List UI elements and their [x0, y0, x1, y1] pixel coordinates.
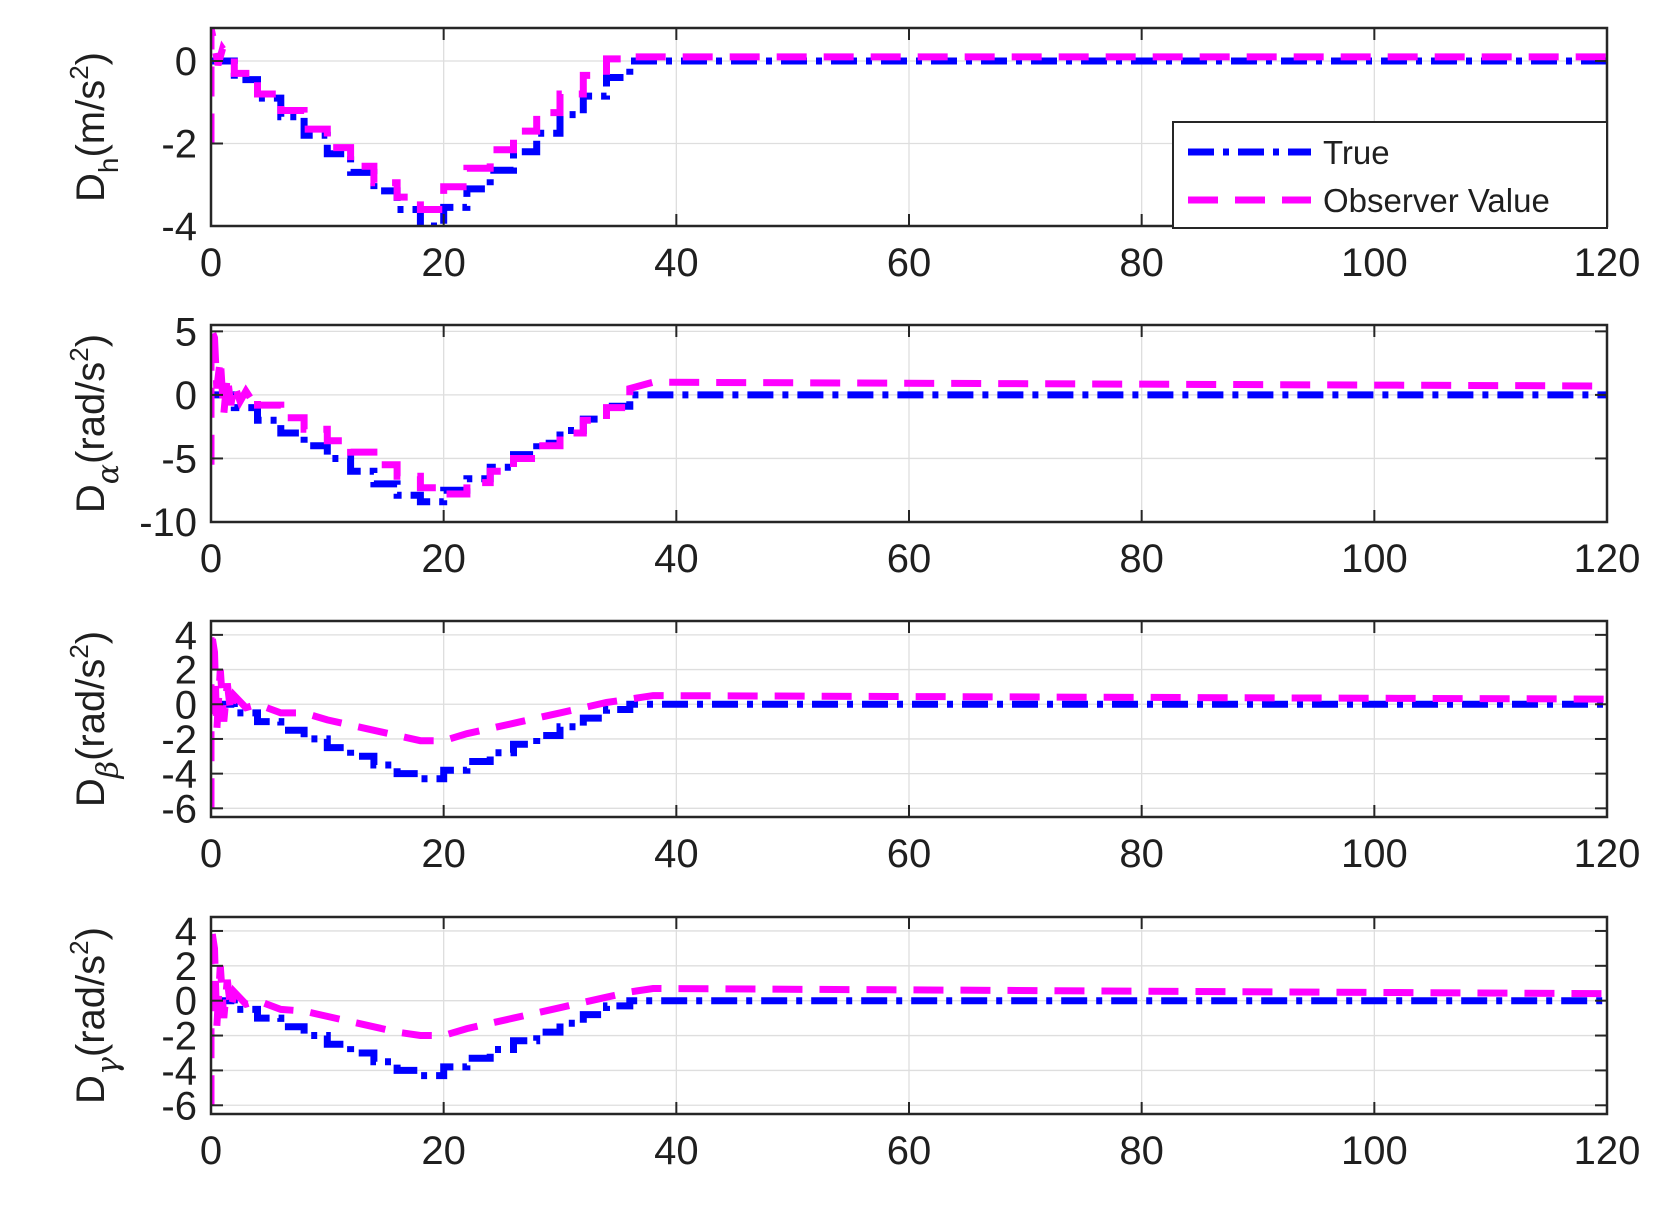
- y-label-subscript: α: [91, 464, 126, 484]
- x-tick-label: 40: [654, 241, 699, 285]
- x-tick-label: 40: [654, 537, 699, 581]
- x-tick-label: 120: [1574, 537, 1641, 581]
- x-tick-label: 100: [1341, 241, 1408, 285]
- y-tick-label: -5: [161, 437, 197, 481]
- tick-labels: 0 20 40 60 80 100 120 0 -2 -4: [161, 40, 1640, 285]
- x-tick-label: 100: [1341, 832, 1408, 876]
- tick-marks: [210, 917, 1608, 1114]
- x-tick-label: 40: [654, 832, 699, 876]
- y-label-unit-close: ): [69, 334, 113, 347]
- x-tick-label: 0: [200, 537, 222, 581]
- y-tick-label: -6: [161, 1084, 197, 1128]
- legend: True Observer Value: [1172, 121, 1608, 229]
- y-label-superscript: 2: [64, 940, 94, 954]
- x-tick-label: 40: [654, 1129, 699, 1173]
- y-label-unit: (rad/s: [69, 955, 113, 1057]
- y-label-superscript: 2: [64, 347, 94, 361]
- y-label-unit-close: ): [69, 927, 113, 940]
- y-axis-label: Dβ(rad/s2): [64, 631, 126, 807]
- y-tick-label: -2: [161, 718, 197, 762]
- y-tick-label: -6: [161, 787, 197, 831]
- series-group: [211, 629, 1607, 809]
- x-tick-label: 20: [421, 241, 466, 285]
- y-tick-label: 0: [175, 683, 197, 727]
- y-label-unit: (m/s: [69, 80, 113, 158]
- x-tick-label: 60: [887, 832, 932, 876]
- y-label-base: D: [69, 173, 113, 202]
- legend-label: Observer Value: [1323, 182, 1550, 219]
- y-label-superscript: 2: [64, 65, 94, 79]
- tick-marks: [210, 621, 1608, 817]
- x-tick-label: 0: [200, 1129, 222, 1173]
- y-label-unit-close: ): [69, 52, 113, 65]
- y-tick-label: 4: [175, 614, 197, 658]
- series-line-true: [211, 391, 1607, 506]
- grid: [211, 917, 1607, 1114]
- x-tick-label: 120: [1574, 1129, 1641, 1173]
- x-tick-label: 60: [887, 537, 932, 581]
- y-label-subscript: β: [91, 761, 126, 779]
- y-label-unit-close: ): [69, 631, 113, 644]
- x-tick-label: 60: [887, 241, 932, 285]
- series-group: [211, 327, 1607, 506]
- y-tick-label: 4: [175, 910, 197, 954]
- y-label-subscript: γ: [91, 1057, 126, 1075]
- y-tick-label: -4: [161, 753, 197, 797]
- y-tick-label: 2: [175, 945, 197, 989]
- y-tick-label: 0: [175, 374, 197, 418]
- y-tick-label: 0: [175, 980, 197, 1024]
- tick-labels: 0 20 40 60 80 100 120 5 0 -5 -10: [139, 310, 1640, 581]
- x-tick-label: 120: [1574, 832, 1641, 876]
- y-tick-label: -4: [161, 1049, 197, 1093]
- x-tick-label: 120: [1574, 241, 1641, 285]
- subplot-2: 0 20 40 60 80 100 120 5 0 -5 -10 Dα(rad/s2): [64, 310, 1640, 581]
- y-label-superscript: 2: [64, 644, 94, 658]
- y-label-base: D: [69, 484, 113, 513]
- x-tick-label: 0: [200, 832, 222, 876]
- series-line-observer-value: [211, 327, 1607, 498]
- y-label-base: D: [69, 778, 113, 807]
- y-tick-label: 5: [175, 310, 197, 354]
- series-group: [211, 28, 1607, 226]
- tick-marks: [210, 325, 1608, 523]
- y-tick-label: -2: [161, 123, 197, 167]
- legend-box: [1172, 121, 1608, 229]
- x-tick-label: 60: [887, 1129, 932, 1173]
- x-tick-label: 100: [1341, 537, 1408, 581]
- y-label-unit: (rad/s: [69, 362, 113, 464]
- y-tick-label: -4: [161, 205, 197, 249]
- y-axis-label: Dγ(rad/s2): [64, 927, 126, 1104]
- y-axis-label: Dh(m/s2): [64, 52, 124, 202]
- y-tick-label: 2: [175, 649, 197, 693]
- x-tick-label: 100: [1341, 1129, 1408, 1173]
- y-tick-label: -10: [139, 501, 197, 545]
- x-tick-label: 20: [421, 832, 466, 876]
- subplot-1: 0 20 40 60 80 100 120 0 -2 -4 Dh(m/s2) True Observer…: [64, 26, 1640, 285]
- series-line-observer-value: [211, 28, 1607, 213]
- x-tick-label: 80: [1119, 1129, 1164, 1173]
- x-tick-label: 20: [421, 537, 466, 581]
- y-axis-label: Dα(rad/s2): [64, 334, 126, 513]
- x-tick-label: 80: [1119, 241, 1164, 285]
- y-tick-label: -2: [161, 1015, 197, 1059]
- legend-label: True: [1323, 134, 1390, 171]
- y-tick-label: 0: [175, 40, 197, 84]
- y-label-base: D: [69, 1075, 113, 1104]
- x-tick-label: 80: [1119, 537, 1164, 581]
- y-label-unit: (rad/s: [69, 659, 113, 761]
- x-tick-label: 20: [421, 1129, 466, 1173]
- series-line-observer-value: [211, 629, 1607, 809]
- x-tick-label: 80: [1119, 832, 1164, 876]
- y-label-subscript: h: [93, 158, 124, 174]
- x-tick-label: 0: [200, 241, 222, 285]
